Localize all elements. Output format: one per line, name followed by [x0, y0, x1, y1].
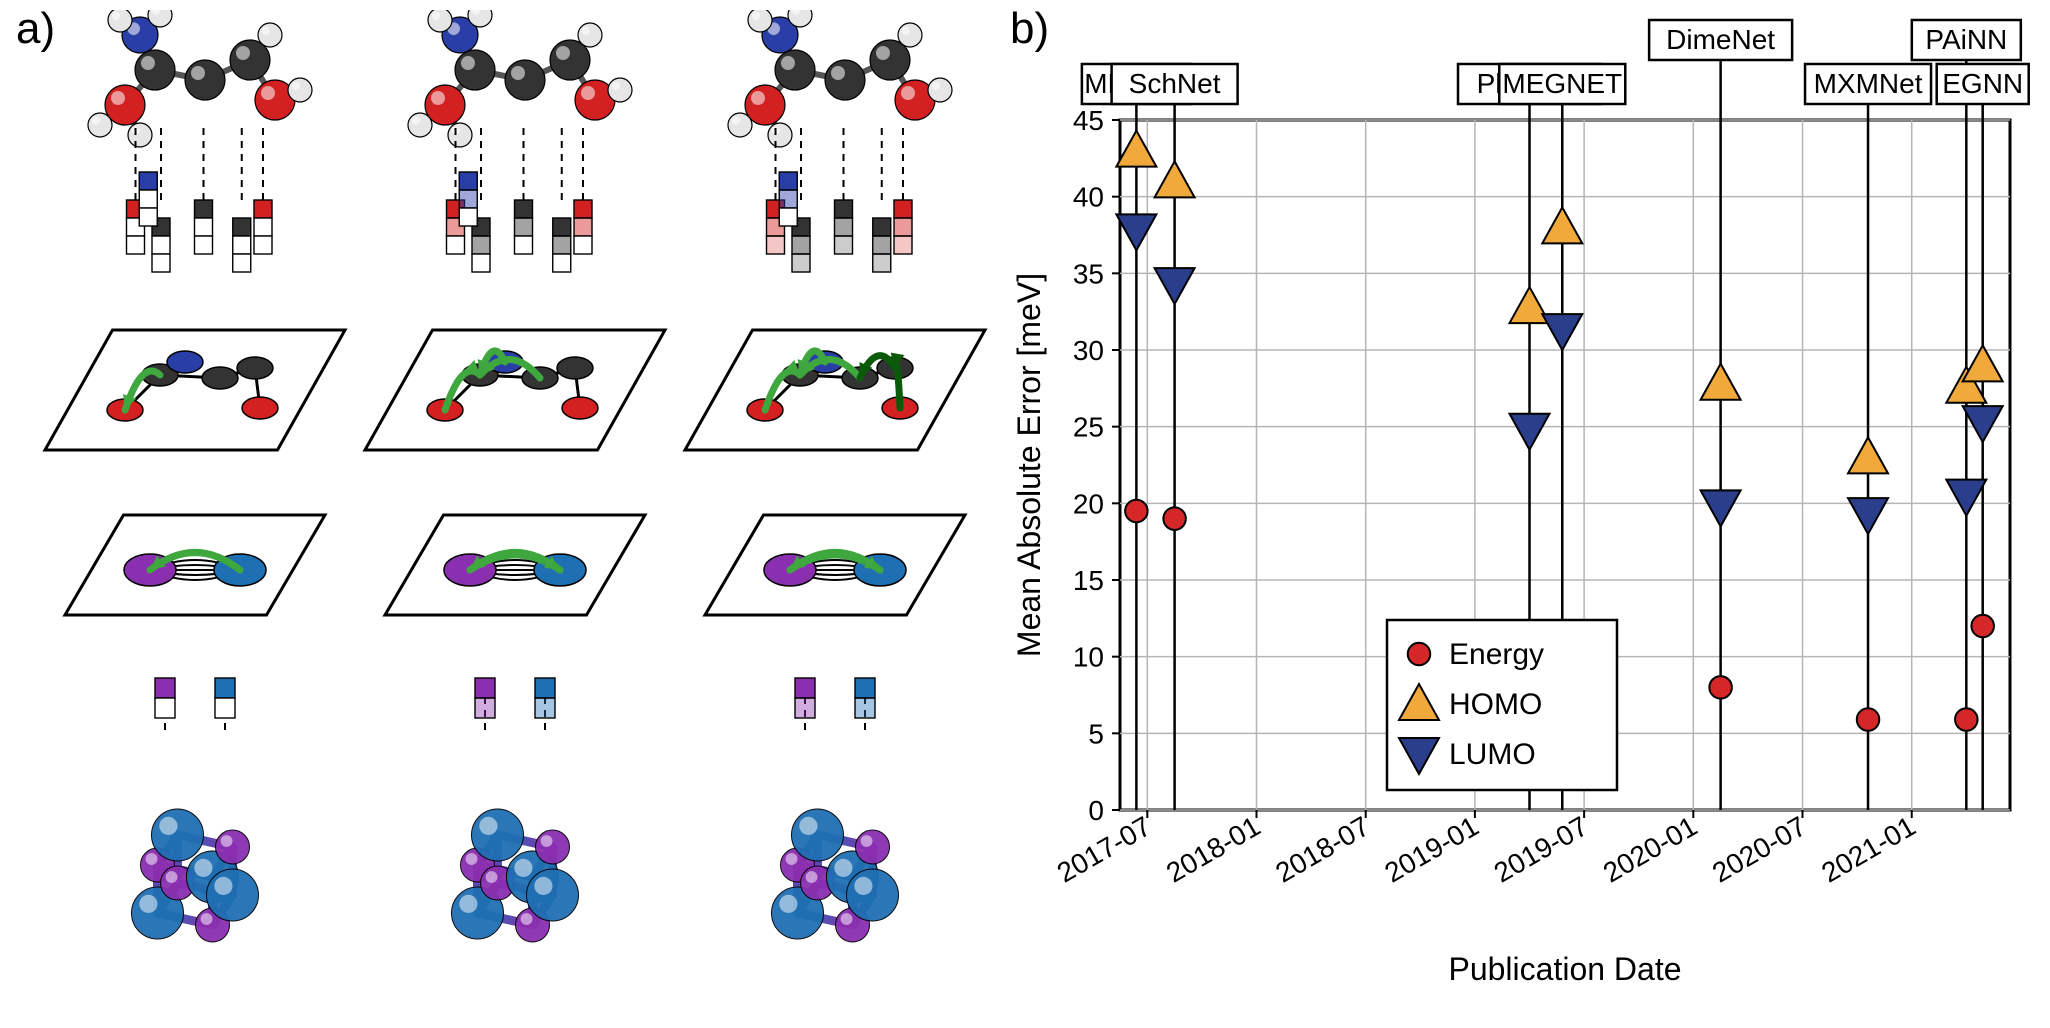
- xtick-label: 2021-01: [1816, 810, 1920, 888]
- xtick-label: 2017-07: [1052, 810, 1156, 888]
- model-tag-label: PAiNN: [1925, 24, 2007, 55]
- ytick-label: 0: [1088, 795, 1104, 826]
- panel-b-chart: 0510152025303540452017-072018-012018-072…: [1000, 10, 2030, 1010]
- ytick-label: 10: [1073, 642, 1104, 673]
- gnn-step-2: [360, 10, 670, 1010]
- legend-label: Energy: [1449, 638, 1544, 671]
- ytick-label: 35: [1073, 258, 1104, 289]
- mae-scatter-chart: 0510152025303540452017-072018-012018-072…: [1000, 10, 2030, 1010]
- model-tag-label: MEGNET: [1502, 68, 1622, 99]
- xtick-label: 2019-01: [1379, 810, 1483, 888]
- legend-label: HOMO: [1449, 688, 1542, 721]
- ytick-label: 40: [1073, 182, 1104, 213]
- model-tag-label: EGNN: [1942, 68, 2023, 99]
- ytick-label: 15: [1073, 565, 1104, 596]
- xtick-label: 2018-07: [1270, 810, 1374, 888]
- model-tag-label: SchNet: [1129, 68, 1221, 99]
- ytick-label: 20: [1073, 488, 1104, 519]
- gnn-step-1: [40, 10, 350, 1010]
- model-tag-label: MXMNet: [1814, 68, 1923, 99]
- ytick-label: 25: [1073, 412, 1104, 443]
- xtick-label: 2020-01: [1598, 810, 1702, 888]
- xtick-label: 2020-07: [1707, 810, 1811, 888]
- ytick-label: 30: [1073, 335, 1104, 366]
- panel-a-diagram: [40, 10, 990, 1010]
- y-axis-label: Mean Absolute Error [meV]: [1011, 273, 1047, 657]
- xtick-label: 2018-01: [1161, 810, 1265, 888]
- gnn-step-3: [680, 10, 990, 1010]
- x-axis-label: Publication Date: [1448, 951, 1681, 987]
- ytick-label: 5: [1088, 718, 1104, 749]
- model-tag-label: DimeNet: [1666, 24, 1775, 55]
- legend-label: LUMO: [1449, 738, 1536, 771]
- xtick-label: 2019-07: [1489, 810, 1593, 888]
- ytick-label: 45: [1073, 105, 1104, 136]
